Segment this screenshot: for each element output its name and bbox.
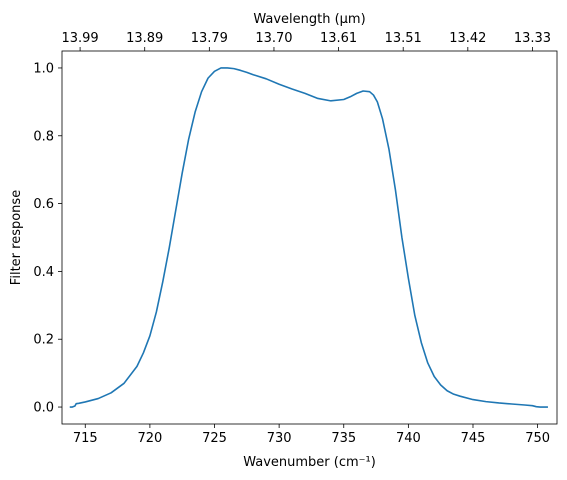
top-x-tick-label: 13.51: [385, 31, 422, 46]
x-tick-label: 745: [461, 431, 486, 446]
top-x-tick-label: 13.79: [191, 31, 228, 46]
top-x-tick-label: 13.89: [126, 31, 163, 46]
plot-area: [61, 50, 558, 425]
x-tick-label: 725: [202, 431, 227, 446]
y-tick-label: 0.8: [33, 129, 54, 144]
top-x-tick-label: 13.70: [255, 31, 292, 46]
series-line: [69, 67, 548, 408]
y-axis-label: Filter response: [9, 190, 24, 285]
top-x-tick-label: 13.99: [61, 31, 98, 46]
y-tick-label: 0.4: [33, 265, 54, 280]
y-tick-label: 0.2: [33, 333, 54, 348]
bottom-x-axis: 715 720 725 730 735 740 745 750: [73, 424, 550, 446]
x-tick-label: 735: [331, 431, 356, 446]
top-x-axis-label: Wavelength (μm): [253, 12, 365, 27]
top-x-tick-label: 13.42: [449, 31, 486, 46]
y-axis: 0.0 0.2 0.4 0.6 0.8 1.0: [33, 61, 62, 416]
y-tick-label: 1.0: [33, 61, 54, 76]
top-x-tick-label: 13.33: [514, 31, 551, 46]
x-tick-label: 750: [525, 431, 550, 446]
series-layer: [69, 67, 548, 408]
x-tick-label: 730: [267, 431, 292, 446]
x-tick-label: 720: [137, 431, 162, 446]
x-axis-label: Wavenumber (cm⁻¹): [243, 455, 376, 470]
x-tick-label: 740: [396, 431, 421, 446]
top-x-axis: 13.99 13.89 13.79 13.70 13.61 13.51 13.42 13.33: [61, 31, 551, 51]
y-tick-label: 0.0: [33, 401, 54, 416]
x-tick-label: 715: [73, 431, 98, 446]
top-x-tick-label: 13.61: [320, 31, 357, 46]
y-tick-label: 0.6: [33, 197, 54, 212]
